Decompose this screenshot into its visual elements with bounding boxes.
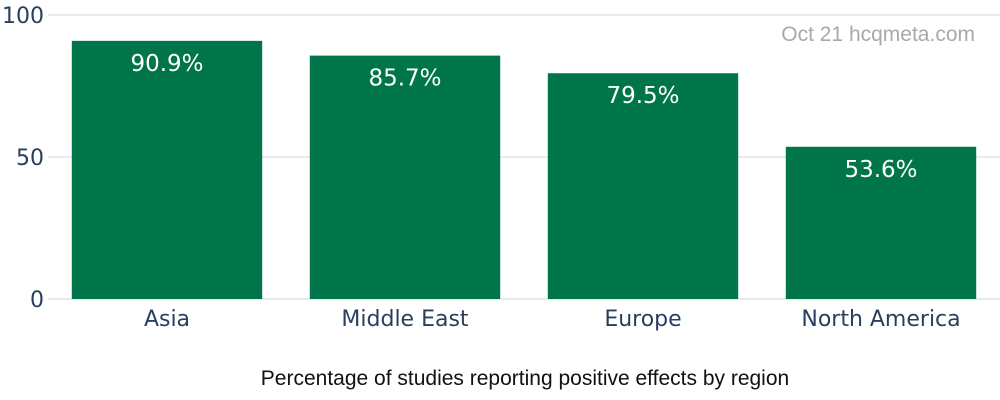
source-annotation: Oct 21 hcqmeta.com xyxy=(781,23,975,46)
bar-data-label: 85.7% xyxy=(368,66,441,92)
label-layer: 90.9% 85.7% 79.5% 53.6% xyxy=(130,51,917,183)
x-tick-label: Middle East xyxy=(341,307,469,332)
bar xyxy=(785,146,977,299)
y-tick-label: 50 xyxy=(16,146,44,171)
bar xyxy=(71,40,263,300)
x-tick-label: Europe xyxy=(604,307,681,332)
y-axis: 0 50 100 xyxy=(2,4,44,313)
y-tick-label: 100 xyxy=(2,4,44,29)
bar xyxy=(309,55,501,299)
x-tick-label: North America xyxy=(801,307,960,332)
bar-data-label: 79.5% xyxy=(606,83,679,109)
bar-data-label: 90.9% xyxy=(130,51,203,77)
y-tick-label: 0 xyxy=(30,288,44,313)
chart-caption: Percentage of studies reporting positive… xyxy=(261,367,789,390)
bar-layer xyxy=(71,40,977,300)
x-axis: Asia Middle East Europe North America xyxy=(144,307,961,332)
bar-data-label: 53.6% xyxy=(844,157,917,183)
x-tick-label: Asia xyxy=(144,307,190,332)
bar xyxy=(547,73,739,299)
